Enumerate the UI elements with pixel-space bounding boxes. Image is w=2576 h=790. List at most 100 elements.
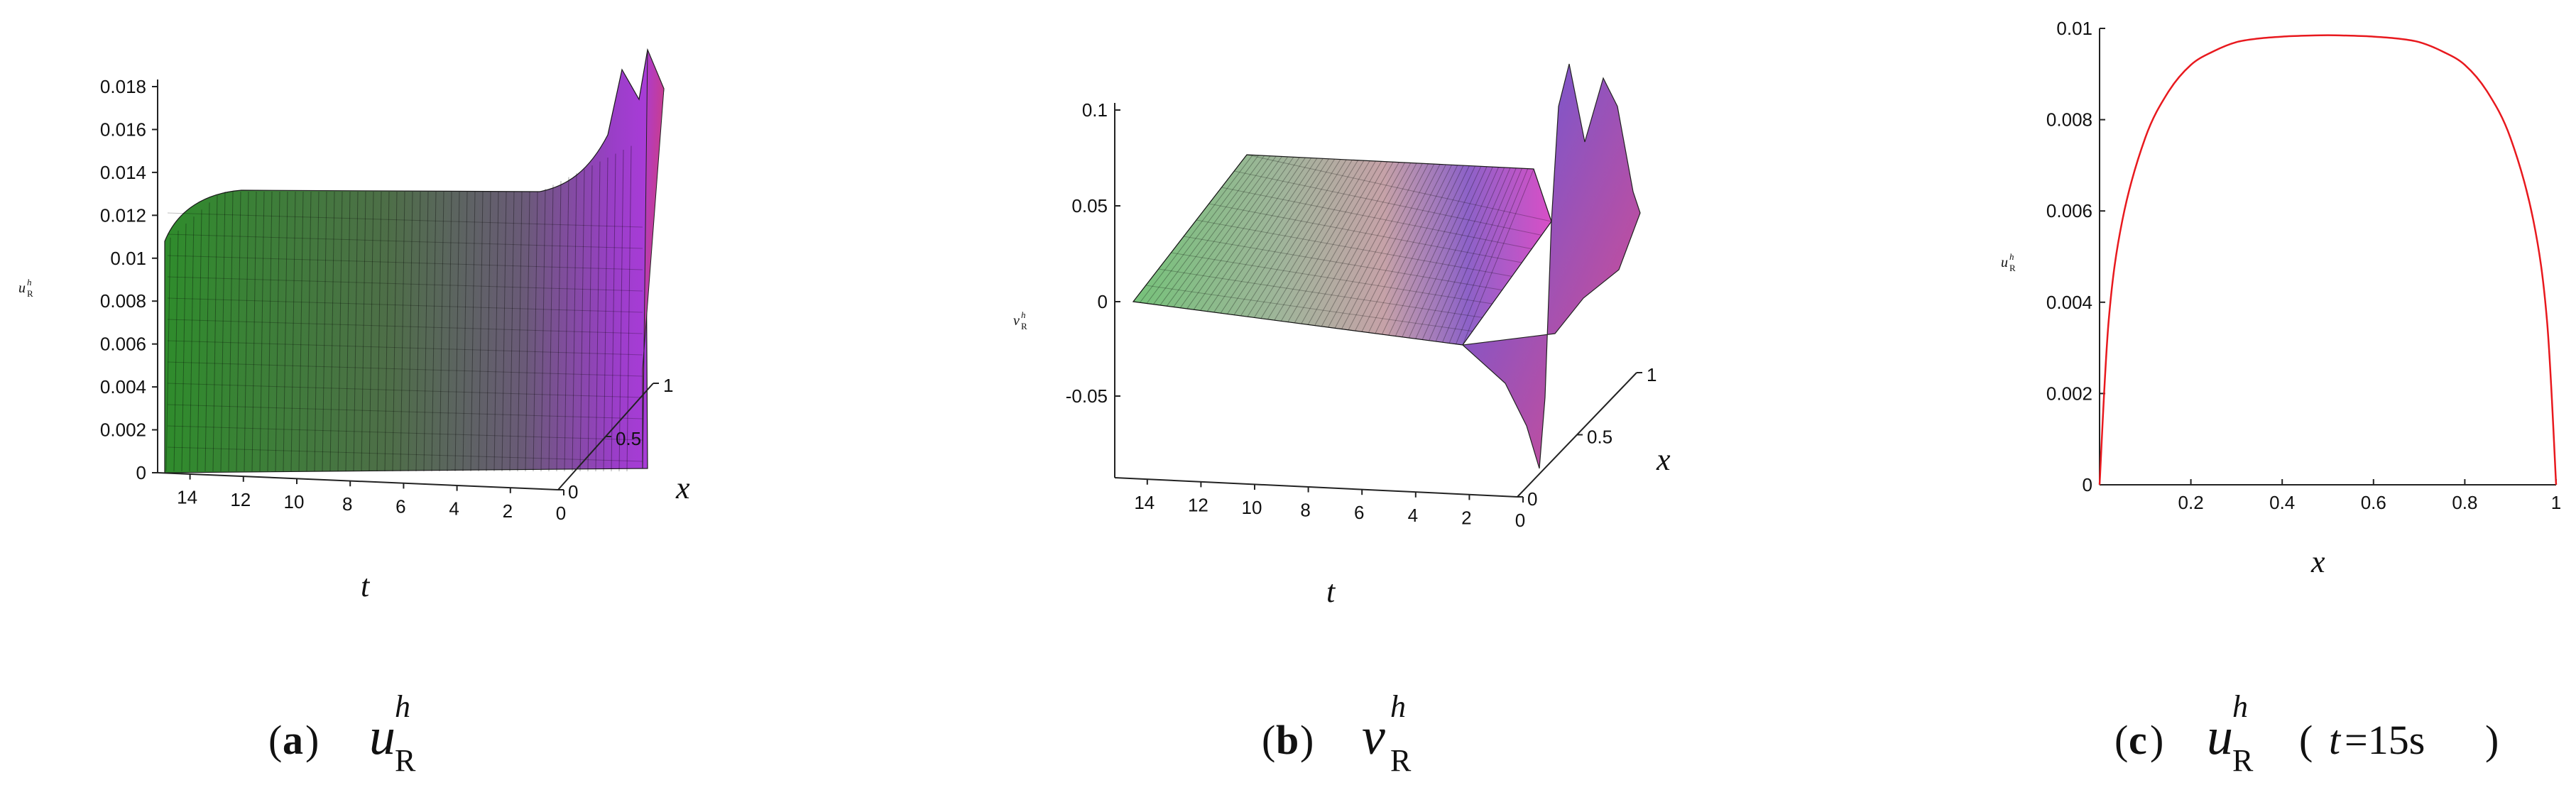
panel-b-mesh: [1133, 154, 1552, 346]
panel-c-x-ticks: 0.2 0.4 0.6 0.8 1: [2178, 479, 2561, 513]
panel-a-caption: ( a ) u h R: [268, 689, 416, 778]
t-tick-label: 14: [1134, 492, 1155, 513]
svg-text:h: h: [27, 277, 32, 287]
z-tick-label: 0.014: [100, 162, 146, 183]
svg-text:u: u: [2001, 255, 2008, 270]
panel-a-z-label: u h R: [18, 277, 33, 299]
z-tick-label: 0.004: [100, 376, 146, 397]
y-tick-label: 0.01: [2056, 18, 2092, 39]
panel-c-y-label: u h R: [2001, 251, 2016, 273]
y-tick-label: 0.002: [2046, 383, 2092, 404]
panel-b-z-ticks: -0.05 0 0.05 0.1: [1066, 99, 1120, 407]
panel-c-caption-cond-var: t: [2329, 717, 2342, 763]
t-tick-label: 8: [342, 493, 352, 515]
t-tick-label: 4: [449, 498, 459, 520]
svg-text:(: (: [2114, 717, 2128, 763]
t-tick-label: 8: [1300, 500, 1310, 521]
panel-a-t-ticks: 14 12 10 8 6 4 2 0: [177, 473, 566, 524]
panel-c-caption-sup: h: [2232, 689, 2248, 724]
z-tick-label: 0: [1098, 291, 1108, 312]
t-tick-label: 0: [556, 503, 566, 524]
z-tick-label: 0.018: [100, 76, 146, 97]
panel-c-caption-var: u: [2207, 708, 2233, 766]
panel-c-series-line: [2098, 34, 2558, 485]
t-tick-label: 12: [230, 489, 251, 510]
panel-b-z-label: v h R: [1013, 309, 1027, 331]
x-tick-label: 1: [1647, 364, 1657, 385]
x-tick-label: 0.5: [1587, 427, 1612, 448]
x-tick-label: 0: [1527, 488, 1537, 510]
svg-text:v: v: [1013, 313, 1020, 329]
panel-c-y-ticks: 0 0.002 0.004 0.006 0.008 0.01: [2046, 18, 2105, 495]
panel-b-caption-var: v: [1362, 708, 1385, 766]
y-tick-label: 0.008: [2046, 109, 2092, 131]
panel-b-caption: ( b ) v h R: [1262, 689, 1412, 778]
panel-b-x-label: x: [1656, 442, 1671, 477]
panel-a-t-label: t: [361, 569, 371, 603]
z-tick-label: 0.1: [1082, 99, 1108, 121]
x-tick-label: 1: [663, 375, 673, 396]
svg-text:(: (: [2299, 717, 2313, 763]
panel-b-surface: [1132, 154, 1552, 346]
x-tick-label: 0.2: [2178, 492, 2204, 513]
panel-c-points: [2099, 35, 2557, 485]
panel-a-t-axis: [157, 472, 559, 490]
panel-a-mesh: [165, 146, 643, 472]
panel-c-x-label: x: [2310, 544, 2325, 579]
y-tick-label: 0: [2083, 474, 2092, 495]
t-tick-label: 6: [395, 495, 405, 517]
panel-b-caption-letter: b: [1276, 717, 1299, 763]
panel-a-surface: [164, 48, 665, 473]
panel-a-caption-sup: h: [395, 689, 410, 724]
panel-a-x-label: x: [675, 471, 690, 505]
panel-b-caption-sub: R: [1390, 743, 1412, 778]
panel-a-surface-side: [642, 49, 665, 469]
t-tick-label: 6: [1354, 502, 1364, 523]
z-tick-label: 0.008: [100, 290, 146, 312]
z-tick-label: 0.006: [100, 334, 146, 355]
z-tick-label: 0.002: [100, 419, 146, 441]
panel-a-z-ticks: 0 0.002 0.004 0.006 0.008 0.01 0.012 0.014 0.016…: [100, 76, 158, 483]
svg-text:): ): [2485, 717, 2499, 763]
t-tick-label: 0: [1515, 510, 1525, 531]
svg-text:R: R: [27, 288, 33, 299]
panel-a: 0 0.002 0.004 0.006 0.008 0.01 0.012 0.014 0.016…: [18, 48, 690, 778]
panel-a-x-ticks: 00.51: [558, 375, 673, 503]
z-tick-label: -0.05: [1066, 385, 1108, 407]
panel-b-t-axis: [1114, 477, 1518, 498]
panel-b-caption-sup: h: [1390, 689, 1406, 724]
panel-b-t-label: t: [1326, 574, 1336, 609]
panel-a-caption-letter: a: [283, 717, 303, 763]
svg-text:R: R: [1021, 321, 1027, 331]
z-tick-label: 0.05: [1071, 195, 1108, 216]
t-tick-label: 12: [1188, 494, 1208, 515]
panel-c-caption: ( c ) u h R ( t =15s ): [2114, 689, 2499, 778]
svg-text:): ): [1300, 717, 1314, 763]
t-tick-label: 2: [503, 500, 513, 522]
t-tick-label: 10: [284, 491, 305, 512]
t-tick-label: 4: [1408, 505, 1418, 526]
panel-c-caption-letter: c: [2129, 717, 2147, 763]
svg-text:h: h: [1021, 309, 1026, 320]
svg-text:(: (: [268, 717, 282, 763]
t-tick-label: 2: [1461, 507, 1471, 528]
panel-b-t-ticks: 14 12 10 8 6 4 2 0: [1134, 478, 1525, 531]
z-tick-label: 0: [136, 462, 146, 483]
y-tick-label: 0.006: [2046, 200, 2092, 221]
x-tick-label: 0: [568, 481, 578, 503]
panel-b-x-ticks: 00.51: [1517, 364, 1657, 510]
y-tick-label: 0.004: [2046, 292, 2092, 313]
panel-a-caption-var: u: [369, 708, 395, 766]
panel-a-caption-sub: R: [395, 743, 416, 778]
x-tick-label: 0.6: [2361, 492, 2386, 513]
z-tick-label: 0.01: [110, 248, 146, 269]
svg-text:u: u: [18, 280, 26, 296]
svg-text:): ): [2150, 717, 2163, 763]
x-tick-label: 0.8: [2452, 492, 2477, 513]
svg-text:h: h: [2009, 251, 2014, 262]
panel-c-caption-sub: R: [2232, 743, 2254, 778]
x-tick-label: 0.4: [2269, 492, 2295, 513]
z-tick-label: 0.016: [100, 119, 146, 140]
